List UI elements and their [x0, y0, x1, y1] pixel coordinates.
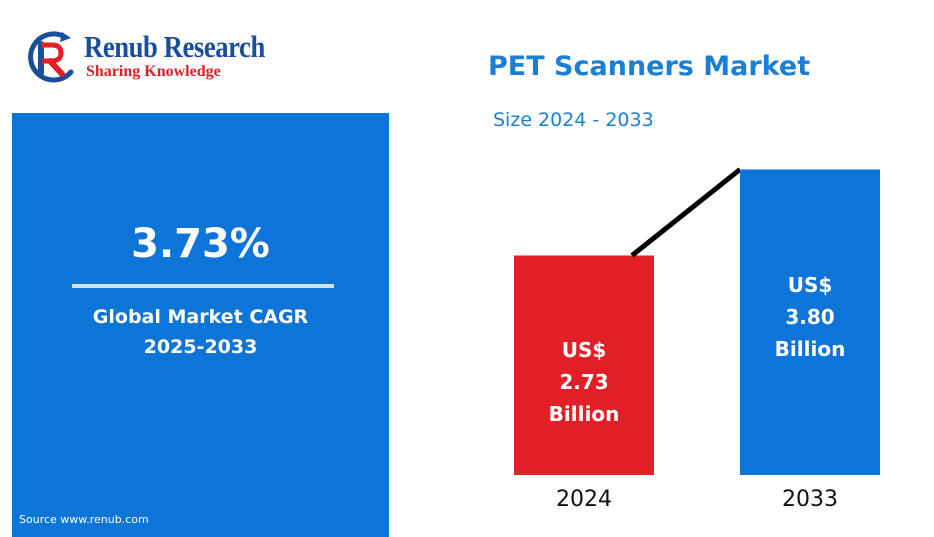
bar-label-2033-line3: Billion	[775, 337, 846, 361]
renub-r-logo-icon	[28, 31, 74, 83]
cagr-panel: 3.73% Global Market CAGR 2025-2033 Sourc…	[12, 113, 389, 537]
cagr-divider	[72, 284, 334, 288]
cagr-value: 3.73%	[131, 221, 270, 267]
x-tick-label-2033: 2033	[782, 487, 838, 512]
x-tick-label-2024: 2024	[556, 487, 612, 512]
source-note: Source www.renub.com	[19, 513, 149, 526]
bar-label-2033-line1: US$	[788, 273, 833, 297]
cagr-label-line2: 2025-2033	[143, 336, 258, 358]
brand-tagline: Sharing Knowledge	[86, 63, 221, 80]
brand-name: Renub Research	[84, 29, 265, 64]
bar-2024	[514, 255, 654, 475]
cagr-label-line1: Global Market CAGR	[92, 306, 309, 328]
brand-logo: Renub Research Sharing Knowledge	[22, 28, 312, 88]
bar-label-2024-line2: 2.73	[559, 370, 608, 394]
bar-label-2033-line2: 3.80	[785, 305, 834, 329]
bar-2033	[740, 169, 880, 476]
bar-label-2024-line3: Billion	[549, 402, 620, 426]
chart-subtitle: Size 2024 - 2033	[493, 109, 654, 131]
chart-title: PET Scanners Market	[488, 51, 811, 82]
connector-line	[630, 167, 742, 258]
cagr-label: Global Market CAGR 2025-2033	[12, 302, 389, 362]
bar-label-2024-line1: US$	[562, 338, 607, 362]
